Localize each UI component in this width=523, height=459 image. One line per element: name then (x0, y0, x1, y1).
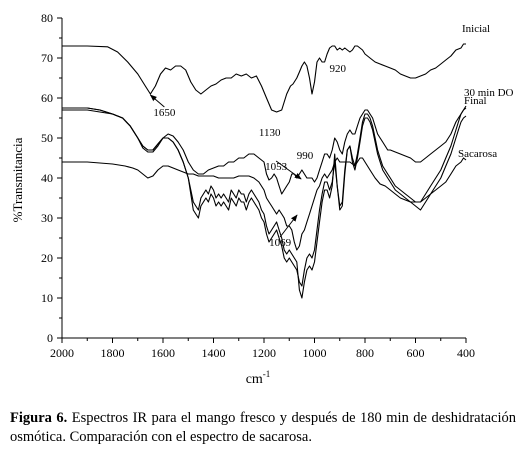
y-tick-label: 80 (41, 11, 53, 25)
annotation-label: 990 (297, 150, 314, 162)
y-tick-label: 50 (41, 131, 53, 145)
plot-frame (61, 18, 466, 339)
x-tick-label: 600 (407, 346, 425, 360)
series-line-inicial (62, 43, 466, 113)
x-tick-label: 400 (457, 346, 475, 360)
x-axis-unit: cm (246, 372, 263, 387)
figure-caption-label: Figura 6. (10, 410, 68, 426)
x-tick-label: 1200 (252, 346, 276, 360)
series-label-inicial: Inicial (462, 23, 490, 35)
series-line-sacarosa (62, 157, 467, 251)
annotation-label: 920 (329, 63, 346, 75)
x-axis-unit-exponent: -1 (263, 369, 271, 379)
y-tick-label: 70 (41, 51, 53, 65)
series-label-30-min-do: 30 min DO (464, 87, 514, 99)
y-tick-label: 40 (41, 171, 53, 185)
annotation-arrow (279, 214, 298, 238)
series-label-final: Final (464, 95, 487, 107)
x-tick-label: 1400 (202, 346, 226, 360)
figure-caption: Figura 6. Espectros IR para el mango fre… (10, 409, 516, 447)
series-line-final (62, 107, 467, 287)
annotation-arrow (275, 160, 302, 180)
annotation-arrow (149, 94, 165, 108)
y-tick-label: 20 (41, 251, 53, 265)
y-tick-label: 0 (47, 331, 53, 345)
x-tick-label: 2000 (50, 346, 74, 360)
annotation-label: 1650 (153, 107, 176, 119)
x-tick-label: 1800 (101, 346, 125, 360)
y-axis-title: %Transmitancia (10, 137, 25, 222)
y-tick-label: 30 (41, 211, 53, 225)
series-line-final-duplicate (62, 107, 467, 299)
x-axis: 2000 1800 1600 1400 1200 1000 800 600 400 (50, 338, 475, 360)
annotation-label: 1053 (265, 161, 288, 173)
annotation-label: 1130 (259, 127, 281, 139)
x-axis-title: cm-1 (246, 369, 271, 387)
y-tick-label: 60 (41, 91, 53, 105)
annotation-label: 1069 (269, 237, 292, 249)
ir-spectra-chart: 2000 1800 1600 1400 1200 1000 800 600 400 0 10 20 3… (10, 11, 514, 387)
annotations: 1650 1130 920 990 1053 1069 (149, 63, 346, 249)
x-tick-label: 1000 (303, 346, 327, 360)
x-tick-label: 800 (356, 346, 374, 360)
series-line-30-min-do (62, 105, 467, 195)
y-tick-label: 10 (41, 291, 53, 305)
y-axis: 0 10 20 30 40 50 60 70 80 (41, 11, 62, 345)
figure-caption-text: Espectros IR para el mango fresco y desp… (10, 410, 517, 445)
x-tick-label: 1600 (151, 346, 175, 360)
plot-area (62, 43, 467, 299)
series-label-sacarosa: Sacarosa (458, 148, 497, 160)
